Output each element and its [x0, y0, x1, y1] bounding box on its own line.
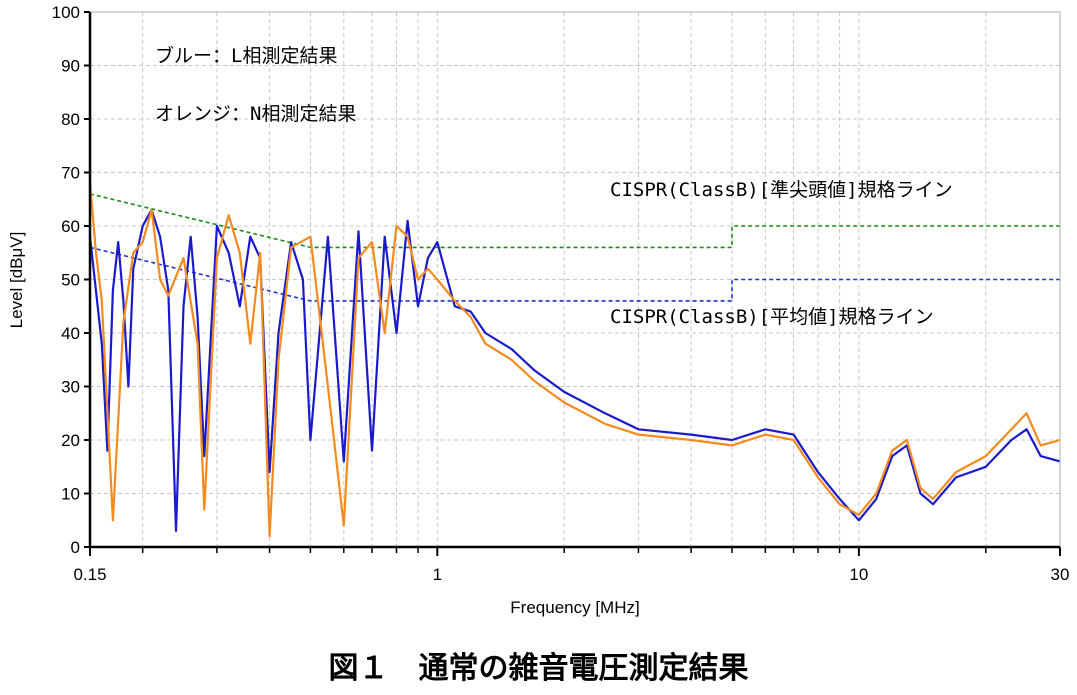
- y-tick-label: 20: [61, 431, 80, 450]
- qp-limit-label: CISPR(ClassB)[準尖頭値]規格ライン: [610, 179, 953, 201]
- x-tick-label: 10: [849, 565, 868, 584]
- y-tick-label: 80: [61, 110, 80, 129]
- x-tick-label: 0.15: [73, 565, 106, 584]
- avg-limit-label: CISPR(ClassB)[平均値]規格ライン: [610, 306, 934, 328]
- series-line-2: [88, 208, 1061, 533]
- series-layer: [88, 183, 1061, 538]
- y-tick-label: 10: [61, 485, 80, 504]
- y-tick-label: 0: [71, 538, 80, 557]
- y-tick-label: 40: [61, 324, 80, 343]
- series-line-0: [89, 193, 1060, 249]
- orange-note: オレンジ：N相測定結果: [155, 103, 356, 125]
- blue-note: ブルー：L相測定結果: [155, 44, 337, 67]
- y-tick-label: 50: [61, 271, 80, 290]
- y-tick-label: 90: [61, 57, 80, 76]
- y-axis-title: Level [dBμV]: [7, 232, 26, 329]
- x-axis-title: Frequency [MHz]: [510, 598, 639, 617]
- y-tick-label: 100: [52, 3, 80, 22]
- emi-chart: 0 10 20 30 40 50 60 70 80 90 100 0.15 1 10 30 Frequenc…: [7, 3, 1070, 617]
- figure-caption: 図１ 通常の雑音電圧測定結果: [328, 651, 749, 686]
- axes: [84, 11, 1061, 556]
- x-tick-label: 30: [1051, 565, 1070, 584]
- y-tick-label: 70: [61, 164, 80, 183]
- y-tick-label: 60: [61, 217, 80, 236]
- y-tick-label: 30: [61, 378, 80, 397]
- x-tick-label: 1: [433, 565, 442, 584]
- series-line-3: [88, 183, 1061, 538]
- series-line-1: [89, 246, 1060, 302]
- tick-labels: 0 10 20 30 40 50 60 70 80 90 100 0.15 1 10 30: [52, 3, 1070, 584]
